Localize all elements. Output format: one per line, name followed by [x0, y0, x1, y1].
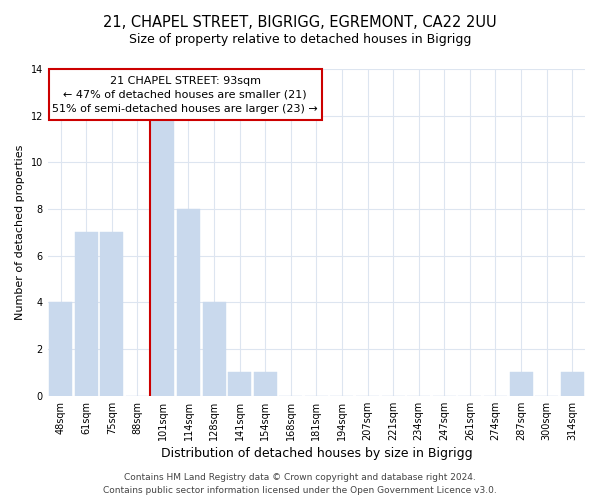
Bar — [177, 209, 200, 396]
Y-axis label: Number of detached properties: Number of detached properties — [15, 144, 25, 320]
Bar — [203, 302, 226, 396]
FancyBboxPatch shape — [49, 69, 322, 120]
Bar — [100, 232, 123, 396]
Bar — [254, 372, 277, 396]
Bar — [151, 116, 175, 396]
Bar — [560, 372, 584, 396]
X-axis label: Distribution of detached houses by size in Bigrigg: Distribution of detached houses by size … — [161, 447, 472, 460]
Bar — [228, 372, 251, 396]
Bar — [509, 372, 533, 396]
Bar — [49, 302, 72, 396]
Text: Size of property relative to detached houses in Bigrigg: Size of property relative to detached ho… — [129, 32, 471, 46]
Text: Contains HM Land Registry data © Crown copyright and database right 2024.
Contai: Contains HM Land Registry data © Crown c… — [103, 474, 497, 495]
Bar — [74, 232, 98, 396]
Text: 21 CHAPEL STREET: 93sqm
← 47% of detached houses are smaller (21)
51% of semi-de: 21 CHAPEL STREET: 93sqm ← 47% of detache… — [52, 76, 318, 114]
Text: 21, CHAPEL STREET, BIGRIGG, EGREMONT, CA22 2UU: 21, CHAPEL STREET, BIGRIGG, EGREMONT, CA… — [103, 15, 497, 30]
